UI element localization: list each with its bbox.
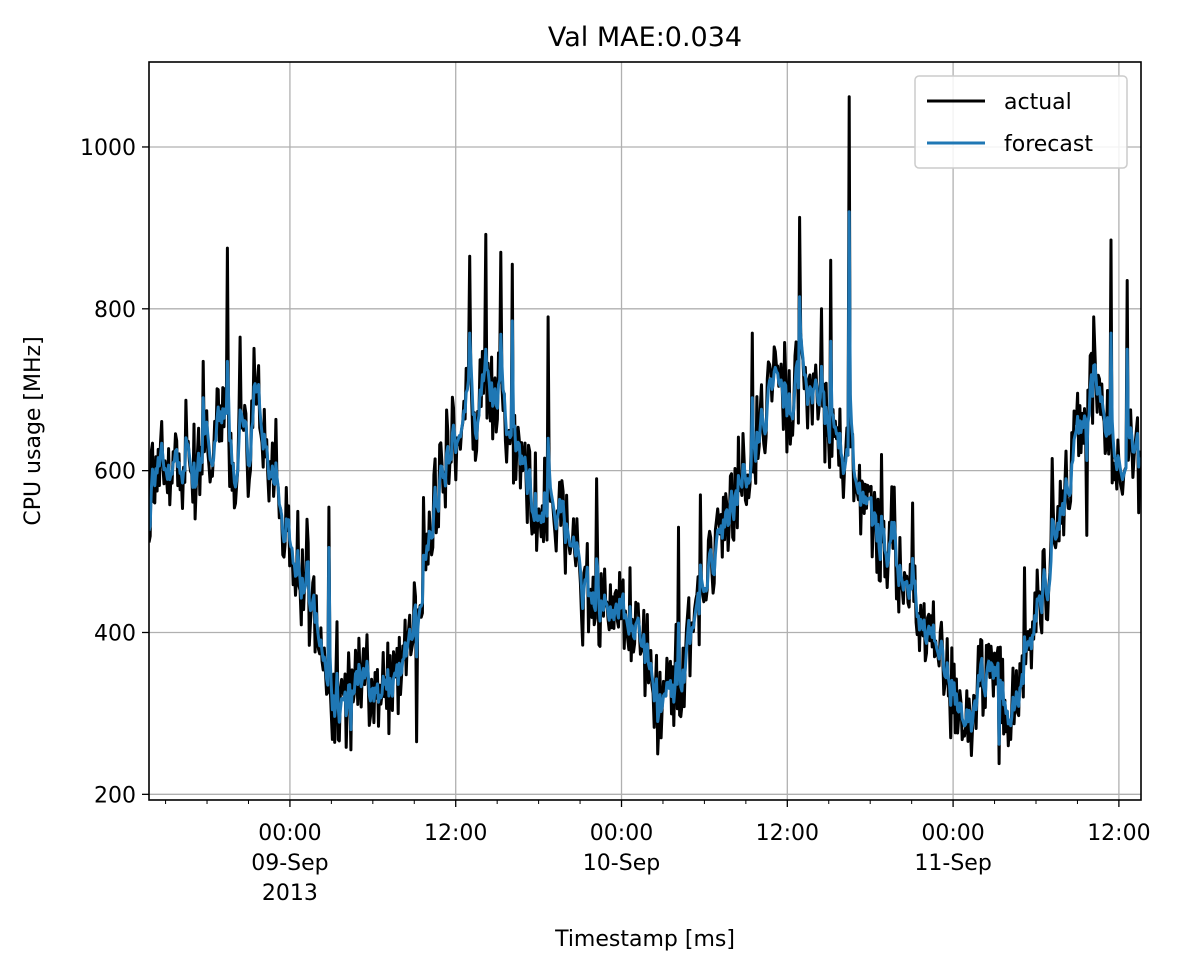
chart-title: Val MAE:0.034 <box>548 22 742 53</box>
legend: actual forecast <box>914 75 1128 169</box>
x-tick-label-line: 09-Sep <box>251 851 328 876</box>
x-tick-label-line: 00:00 <box>590 821 653 846</box>
y-axis-label: CPU usage [MHz] <box>21 336 46 525</box>
x-tick-label: 00:00 11-Sep <box>914 821 991 876</box>
y-tick-label: 600 <box>94 460 136 485</box>
x-axis-label: Timestamp [ms] <box>554 927 735 952</box>
x-tick-label-line: 12:00 <box>1087 821 1150 846</box>
y-tick-label: 1000 <box>80 136 136 161</box>
x-tick-label-line: 00:00 <box>258 821 321 846</box>
x-tick-label-line: 10-Sep <box>583 851 660 876</box>
series-layer <box>149 95 1141 766</box>
x-tick-label: 12:00 <box>756 821 819 846</box>
plot-frame <box>148 61 1142 801</box>
y-axis-ticks: 200 400 600 800 1000 <box>80 136 149 808</box>
y-tick-label: 800 <box>94 298 136 323</box>
x-tick-label: 00:00 09-Sep 2013 <box>251 821 328 906</box>
x-tick-label: 12:00 <box>424 821 487 846</box>
legend-label-actual: actual <box>1004 90 1072 115</box>
y-tick-label: 400 <box>94 621 136 646</box>
y-tick-label: 200 <box>94 783 136 808</box>
x-tick-label-line: 12:00 <box>756 821 819 846</box>
series-line-forecast <box>149 210 1141 746</box>
x-tick-label: 00:00 10-Sep <box>583 821 660 876</box>
legend-box <box>914 75 1128 169</box>
x-axis-ticks: 00:00 09-Sep 2013 12:00 00:00 10-Sep 12:00 00:0… <box>165 800 1151 906</box>
x-tick-label-line: 12:00 <box>424 821 487 846</box>
x-tick-label-line: 2013 <box>262 881 318 906</box>
x-tick-label-line: 00:00 <box>921 821 984 846</box>
legend-label-forecast: forecast <box>1004 132 1093 157</box>
x-tick-label: 12:00 <box>1087 821 1150 846</box>
x-tick-label-line: 11-Sep <box>914 851 991 876</box>
